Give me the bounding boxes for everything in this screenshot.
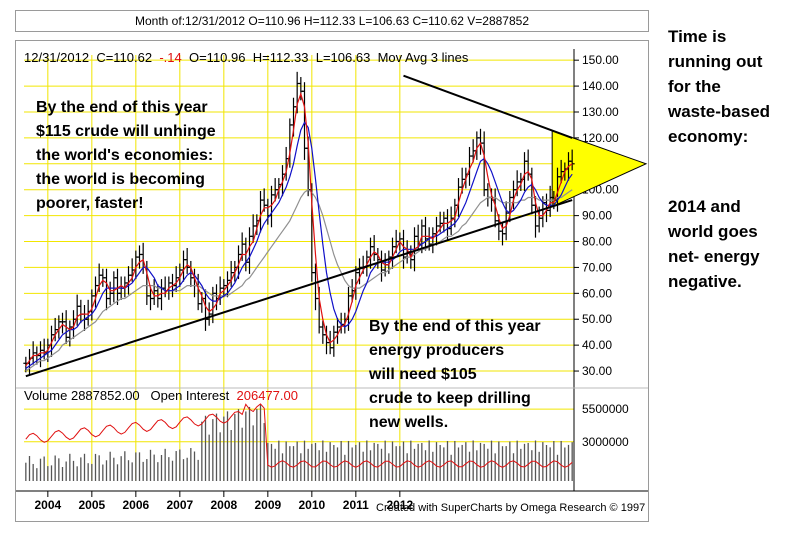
side-text-top: Time is running out for the waste-based … [668, 24, 793, 149]
moving-average-slow [25, 188, 573, 372]
annotation-line: By the end of this year [369, 318, 541, 335]
annotation-line: energy producers [369, 342, 505, 359]
credit-text: Created with SuperCharts by Omega Resear… [376, 502, 646, 514]
y-tick-label: 150.00 [582, 53, 619, 67]
header-close: C=110.62 [96, 50, 153, 65]
y-tick-label: 50.00 [582, 312, 612, 326]
x-tick-label: 2005 [78, 498, 105, 512]
volume-tick-label: 5500000 [582, 402, 629, 416]
open-interest-line [25, 403, 573, 468]
annotation-line: new wells. [369, 414, 449, 431]
volume-header: Volume 2887852.00 Open Interest 206477.0… [24, 388, 298, 403]
support-trendline [25, 199, 573, 378]
annotation-line: $115 crude will unhinge [36, 123, 216, 140]
annotation-line: By the end of this year [36, 99, 208, 116]
header-change: -.14 [159, 50, 182, 65]
price-header: 12/31/2012 C=110.62 -.14 O=110.96 H=112.… [24, 50, 468, 65]
side-line: waste-based [668, 102, 771, 121]
oi-label: Open Interest [150, 388, 230, 403]
side-line: 2014 and [668, 197, 741, 216]
volume-tick-label: 3000000 [582, 435, 629, 449]
annotation-line: the world is becoming [36, 171, 205, 188]
volume-value: Volume 2887852.00 [24, 388, 140, 403]
x-tick-label: 2009 [254, 498, 281, 512]
y-tick-label: 60.00 [582, 286, 612, 300]
x-tick-label: 2006 [122, 498, 149, 512]
x-tick-label: 2010 [298, 498, 325, 512]
side-line: running out [668, 52, 763, 71]
resistance-trendline [403, 74, 573, 139]
y-tick-label: 130.00 [582, 105, 619, 119]
oi-value: 206477.00 [236, 388, 298, 403]
chart-top-bar: Month of:12/31/2012 O=110.96 H=112.33 L=… [15, 10, 649, 32]
header-study: Mov Avg 3 lines [377, 50, 469, 65]
y-tick-label: 80.00 [582, 235, 612, 249]
side-line: for the [668, 77, 721, 96]
annotation-line: the world's economies: [36, 147, 214, 164]
header-high: H=112.33 [252, 50, 309, 65]
y-tick-label: 30.00 [582, 364, 612, 378]
annotation-line: crude to keep drilling [369, 390, 531, 407]
annotation-line: will need $105 [369, 366, 477, 383]
price-chart: 2004 2005 2006 2007 2008 2009 2010 2011 2012 30.0… [16, 49, 648, 512]
y-tick-label: 140.00 [582, 79, 619, 93]
x-tick-label: 2012 [386, 498, 413, 512]
annotation-115-crude: By the end of this year $115 crude will … [36, 96, 276, 216]
side-text-bottom: 2014 and world goes net- energy negative… [668, 194, 793, 294]
y-tick-label: 70.00 [582, 260, 612, 274]
side-line: world goes [668, 222, 758, 241]
annotation-line: poorer, faster! [36, 195, 144, 212]
x-tick-label: 2011 [343, 498, 369, 512]
x-tick-label: 2007 [166, 498, 193, 512]
side-line: negative. [668, 272, 742, 291]
chart-frame: 2004 2005 2006 2007 2008 2009 2010 2011 2012 30.0… [15, 40, 649, 522]
header-date: 12/31/2012 [24, 50, 90, 65]
x-tick-label: 2008 [210, 498, 237, 512]
converging-triangle-highlight [551, 129, 648, 208]
side-line: net- energy [668, 247, 760, 266]
header-open: O=110.96 [188, 50, 246, 65]
header-low: L=106.63 [315, 50, 371, 65]
moving-average-fast [25, 91, 573, 367]
y-tick-label: 90.00 [582, 209, 612, 223]
x-tick-label: 2004 [34, 498, 61, 512]
side-line: Time is [668, 27, 727, 46]
y-tick-label: 40.00 [582, 338, 612, 352]
side-line: economy: [668, 127, 749, 146]
annotation-105-crude: By the end of this year energy producers… [369, 315, 589, 435]
y-tick-label: 120.00 [582, 131, 619, 145]
